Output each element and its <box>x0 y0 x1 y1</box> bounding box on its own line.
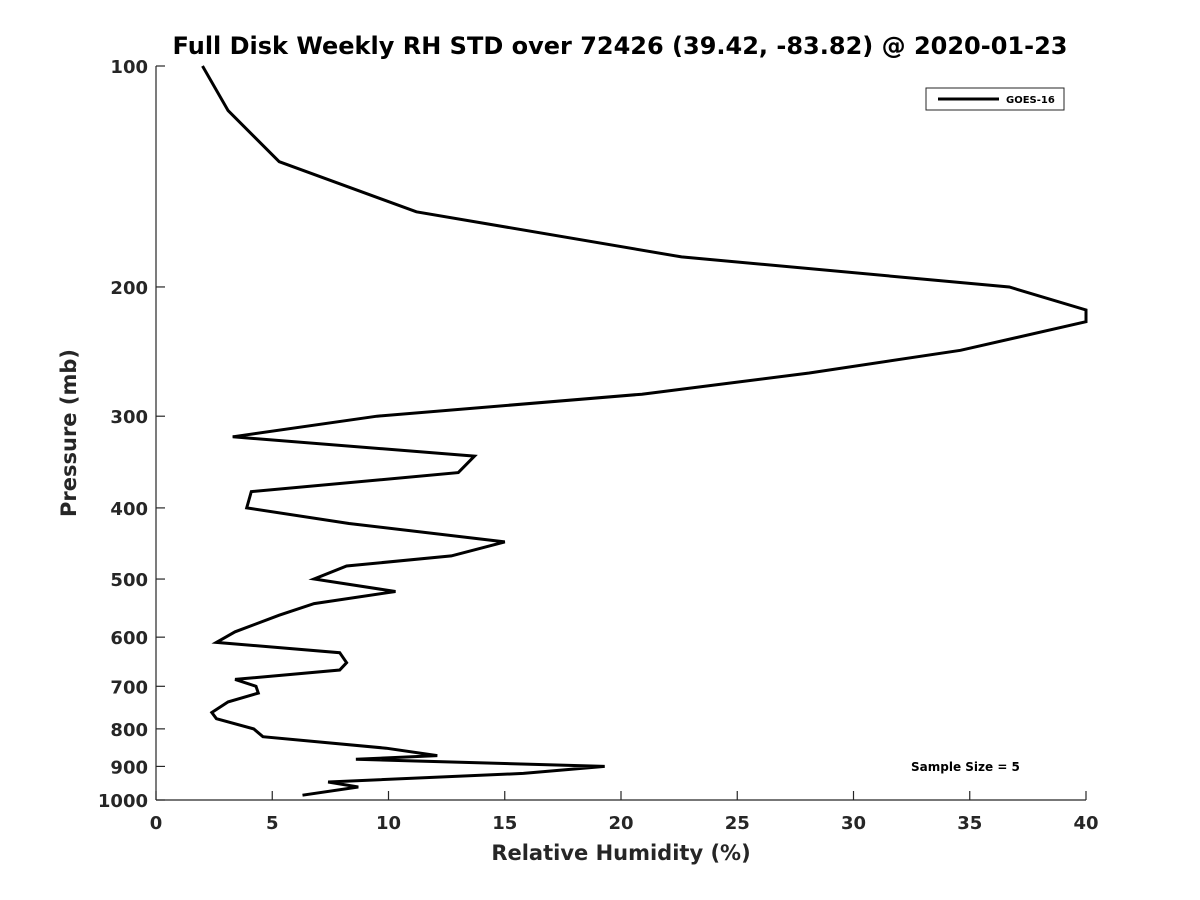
x-tick-label: 20 <box>608 813 633 834</box>
sample-size-annotation: Sample Size = 5 <box>911 760 1020 774</box>
chart-title: Full Disk Weekly RH STD over 72426 (39.4… <box>173 32 1068 60</box>
y-axis-label: Pressure (mb) <box>57 349 81 517</box>
y-tick-label: 100 <box>110 57 148 78</box>
x-tick-label: 40 <box>1073 813 1098 834</box>
x-tick-label: 25 <box>725 813 750 834</box>
x-tick-label: 30 <box>841 813 866 834</box>
x-ticks: 0 5 10 15 20 25 30 35 40 <box>150 791 1099 834</box>
y-tick-label: 900 <box>110 757 148 778</box>
legend-label-goes-16: GOES-16 <box>1006 95 1055 106</box>
y-tick-label: 200 <box>110 278 148 299</box>
x-tick-label: 15 <box>492 813 517 834</box>
axes <box>155 66 1086 801</box>
series-layer <box>201 65 1088 797</box>
y-ticks: 100 200 300 400 500 600 700 800 900 1000 <box>98 57 165 812</box>
y-tick-label: 700 <box>110 677 148 698</box>
x-tick-label: 35 <box>957 813 982 834</box>
y-tick-label: 400 <box>110 499 148 520</box>
x-tick-label: 0 <box>150 813 163 834</box>
series-line-goes-16 <box>201 65 1088 797</box>
x-tick-label: 5 <box>266 813 279 834</box>
y-tick-label: 1000 <box>98 791 148 812</box>
y-tick-label: 600 <box>110 628 148 649</box>
x-axis-label: Relative Humidity (%) <box>491 841 750 865</box>
y-tick-label: 500 <box>110 570 148 591</box>
y-tick-label: 800 <box>110 720 148 741</box>
x-tick-label: 10 <box>376 813 401 834</box>
y-tick-label: 300 <box>110 407 148 428</box>
legend: GOES-16 <box>925 87 1065 111</box>
